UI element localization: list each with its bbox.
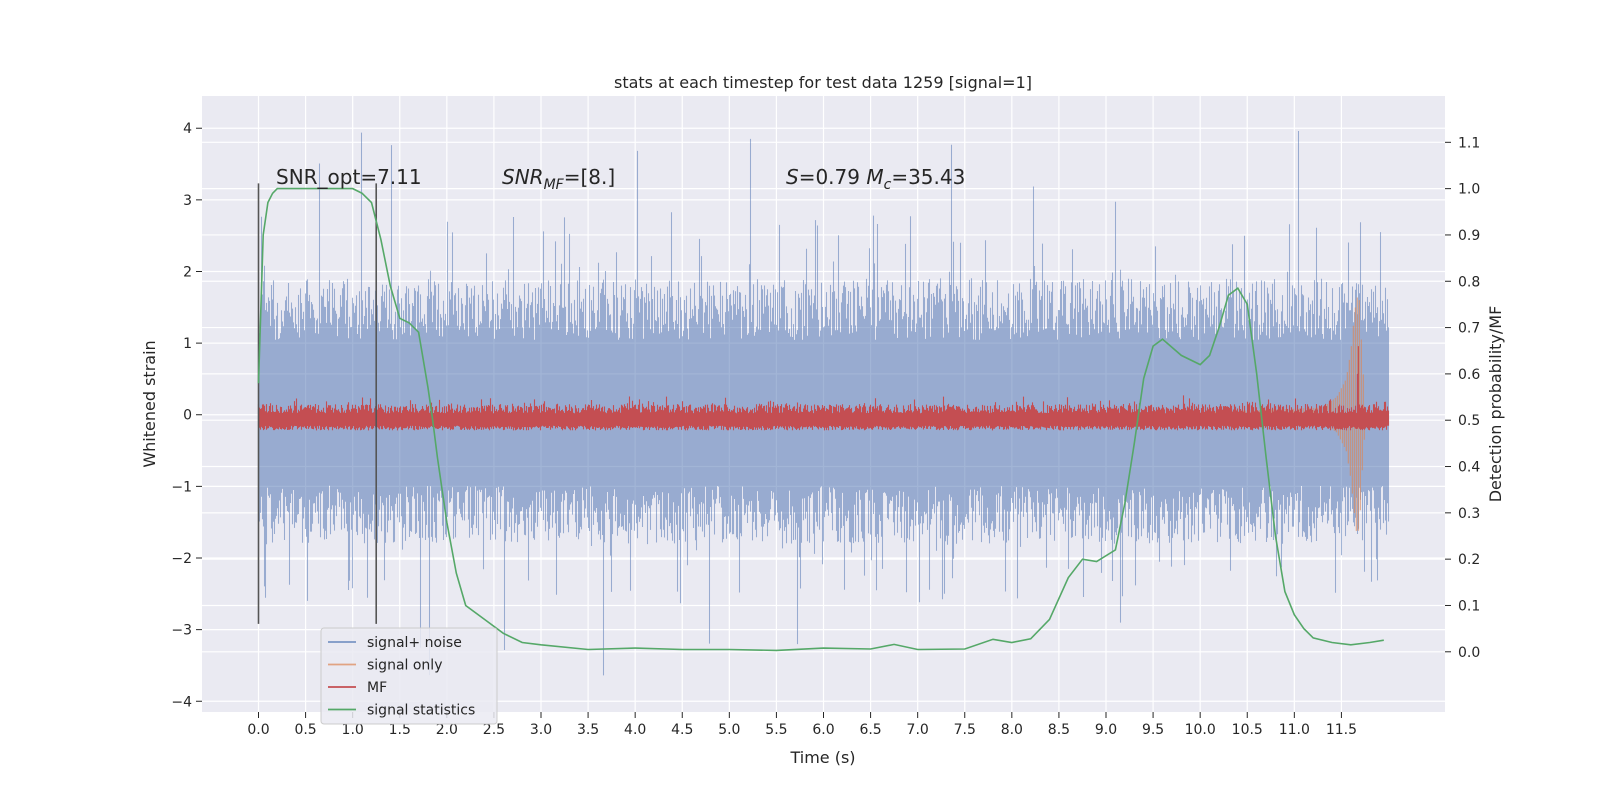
y-tick-label: 1 xyxy=(183,336,192,352)
x-tick-label: 5.5 xyxy=(765,722,787,738)
x-axis-label: Time (s) xyxy=(789,748,855,767)
y-tick-label: −3 xyxy=(171,623,192,639)
annotations: SNR_opt=7.11 SNRMF=[8.] S=0.79 Mc=35.43 xyxy=(276,165,965,193)
y-tick-label: 3 xyxy=(183,193,192,209)
y-tick-label: −4 xyxy=(171,694,192,710)
x-tick-label: 11.0 xyxy=(1279,722,1310,738)
y-tick-label: −2 xyxy=(171,551,192,567)
y2-tick-label: 1.1 xyxy=(1458,135,1480,151)
legend-label: signal only xyxy=(367,658,442,674)
y-tick-label: −1 xyxy=(171,479,192,495)
y2-tick-label: 0.9 xyxy=(1458,228,1480,244)
y2-tick-label: 0.2 xyxy=(1458,552,1480,568)
x-tick-label: 1.0 xyxy=(342,722,364,738)
y-tick-label: 0 xyxy=(183,408,192,424)
y-tick-label: 4 xyxy=(183,121,192,137)
y-ticks-right: 1.1 1.0 0.9 0.8 0.7 0.6 0.5 0.4 0.3 0.2 0.1 0.0 xyxy=(1445,135,1480,661)
x-tick-label: 9.5 xyxy=(1142,722,1164,738)
y2-tick-label: 0.6 xyxy=(1458,367,1480,383)
annotation-part: =[8.] xyxy=(564,165,615,189)
x-tick-label: 0.5 xyxy=(294,722,316,738)
annotation-part: =35.43 xyxy=(891,165,965,189)
x-tick-label: 7.0 xyxy=(907,722,929,738)
x-tick-label: 2.5 xyxy=(483,722,505,738)
annotation-part: =0.79 xyxy=(799,165,867,189)
x-tick-label: 6.5 xyxy=(859,722,881,738)
y2-tick-label: 0.1 xyxy=(1458,598,1480,614)
x-tick-label: 10.5 xyxy=(1232,722,1263,738)
x-tick-label: 8.0 xyxy=(1001,722,1023,738)
x-tick-label: 0.0 xyxy=(247,722,269,738)
legend-box xyxy=(320,627,498,725)
y2-tick-label: 0.8 xyxy=(1458,274,1480,290)
x-tick-label: 3.5 xyxy=(577,722,599,738)
y-tick-label: 2 xyxy=(183,264,192,280)
y2-tick-label: 0.4 xyxy=(1458,460,1480,476)
annotation-part: MF xyxy=(544,177,565,193)
x-tick-label: 3.0 xyxy=(530,722,552,738)
x-tick-label: 4.5 xyxy=(671,722,693,738)
legend: signal+ noise signal only MF signal statist… xyxy=(320,627,498,725)
x-tick-label: 6.0 xyxy=(812,722,834,738)
y2-tick-label: 0.7 xyxy=(1458,321,1480,337)
x-ticks: 0.0 0.5 1.0 1.5 2.0 2.5 3.0 3.5 4.0 4.5 5.0 5.5 6.0 6… xyxy=(247,712,1357,738)
x-tick-label: 2.0 xyxy=(436,722,458,738)
x-tick-label: 8.5 xyxy=(1048,722,1070,738)
y2-tick-label: 0.3 xyxy=(1458,506,1480,522)
chart-title: stats at each timestep for test data 125… xyxy=(614,73,1032,92)
annotation-part: S xyxy=(786,165,799,189)
annotation-text: SNR_opt=7.11 xyxy=(276,165,422,189)
annotation-part: c xyxy=(884,177,892,193)
y-ticks-left: 4 3 2 1 0 −1 −2 −3 −4 xyxy=(171,121,202,710)
x-tick-label: 7.5 xyxy=(954,722,976,738)
annotation-part: M xyxy=(866,165,883,189)
y2-tick-label: 0.0 xyxy=(1458,645,1480,661)
y2-tick-label: 1.0 xyxy=(1458,182,1480,198)
x-tick-label: 5.0 xyxy=(718,722,740,738)
x-tick-label: 9.0 xyxy=(1095,722,1117,738)
series-signal-statistics xyxy=(257,187,1384,652)
legend-label: MF xyxy=(367,680,387,696)
legend-label: signal+ noise xyxy=(367,635,462,651)
y-axis-label: Whitened strain xyxy=(140,340,159,467)
annotation-part: SNR_opt=7.11 xyxy=(276,165,422,189)
x-tick-label: 11.5 xyxy=(1326,722,1357,738)
window-markers xyxy=(257,183,378,624)
x-tick-label: 1.5 xyxy=(389,722,411,738)
x-tick-label: 4.0 xyxy=(624,722,646,738)
annotation-part: SNR xyxy=(502,165,544,189)
legend-label: signal statistics xyxy=(367,703,475,719)
y2-tick-label: 0.5 xyxy=(1458,413,1480,429)
annotation-text: SNRMF=[8.] xyxy=(502,165,615,193)
y2-axis-label: Detection probability/MF xyxy=(1486,306,1505,503)
annotation-text: S=0.79 Mc=35.43 xyxy=(786,165,965,193)
x-tick-label: 10.0 xyxy=(1185,722,1216,738)
